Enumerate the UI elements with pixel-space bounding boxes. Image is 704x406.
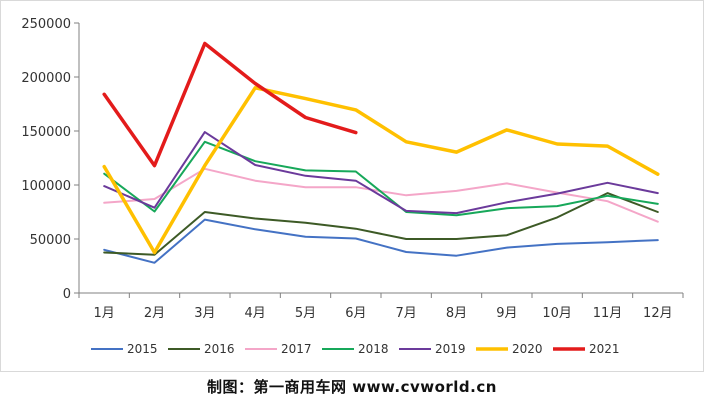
y-tick-label: 150000 — [21, 125, 71, 140]
footer-credit: 制图：第一商用车网 www.cvworld.cn — [207, 378, 497, 396]
x-tick-label: 5月 — [295, 306, 316, 321]
series-line-2016 — [103, 192, 659, 256]
y-tick-label: 0 — [63, 287, 71, 302]
line-chart: 0 50000 100000 150000 200000 250000 1月 2月 3月 4月 5… — [21, 17, 684, 356]
legend-label-2015: 2015 — [127, 342, 158, 356]
x-tick-label: 8月 — [446, 306, 467, 321]
series-line-2019 — [103, 131, 659, 215]
y-axis-ticks: 0 50000 100000 150000 200000 250000 — [21, 17, 79, 302]
legend-label-2019: 2019 — [435, 342, 466, 356]
y-tick-label: 250000 — [21, 17, 71, 32]
x-tick-label: 3月 — [194, 306, 215, 321]
x-tick-label: 7月 — [396, 306, 417, 321]
x-tick-label: 12月 — [643, 306, 673, 321]
chart-axes — [78, 23, 683, 294]
chart-frame: 0 50000 100000 150000 200000 250000 1月 2月 3月 4月 5… — [0, 0, 704, 372]
series-line-2015 — [103, 218, 659, 264]
x-tick-label: 2月 — [144, 306, 165, 321]
x-tick-label: 9月 — [496, 306, 517, 321]
series-line-2018 — [103, 140, 659, 217]
legend-label-2020: 2020 — [512, 342, 543, 356]
legend-label-2017: 2017 — [281, 342, 312, 356]
x-axis-ticks: 1月 2月 3月 4月 5月 6月 7月 8月 9月 10月 11月 12月 — [78, 293, 684, 321]
series-line-2020 — [102, 86, 660, 255]
x-tick-label: 4月 — [245, 306, 266, 321]
x-tick-label: 1月 — [94, 306, 115, 321]
y-tick-label: 200000 — [21, 71, 71, 86]
y-tick-label: 100000 — [21, 179, 71, 194]
series-line-2021 — [102, 41, 358, 168]
legend: 2015 2016 2017 2018 2019 2020 2021 — [91, 342, 620, 356]
series-lines — [102, 41, 660, 264]
legend-label-2018: 2018 — [358, 342, 389, 356]
x-tick-label: 10月 — [542, 306, 572, 321]
legend-label-2021: 2021 — [589, 342, 620, 356]
x-tick-label: 11月 — [593, 306, 623, 321]
y-tick-label: 50000 — [30, 233, 71, 248]
x-tick-label: 6月 — [345, 306, 366, 321]
legend-label-2016: 2016 — [204, 342, 235, 356]
